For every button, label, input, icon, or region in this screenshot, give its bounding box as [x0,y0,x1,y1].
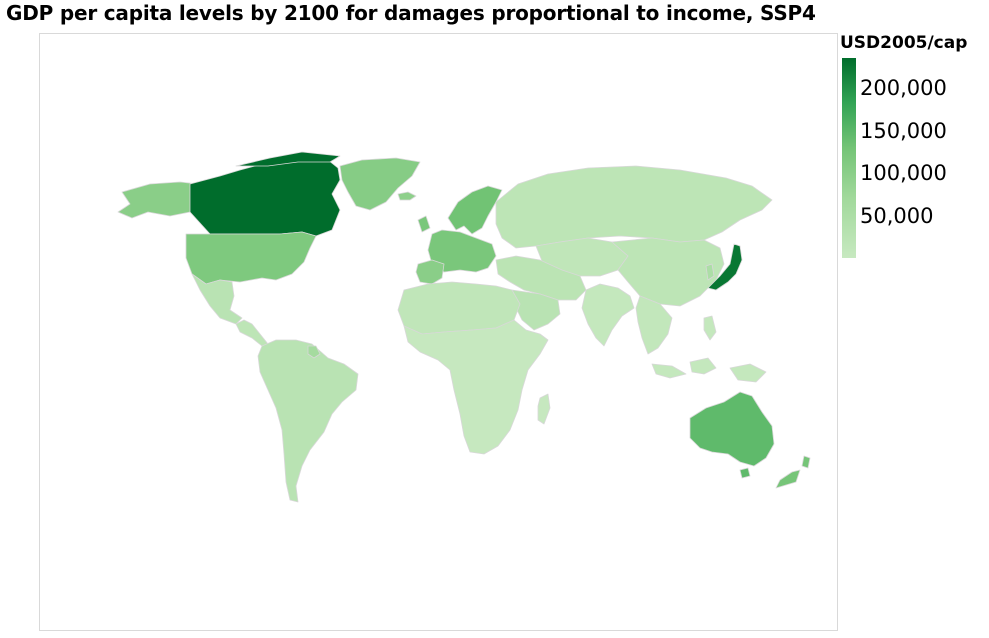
map-region[interactable] [117,181,199,219]
colorbar [842,58,856,258]
map-region[interactable] [307,345,321,359]
map-region[interactable] [495,255,587,301]
map-region[interactable] [417,215,431,233]
map-region[interactable] [611,237,725,307]
map-region[interactable] [651,363,687,379]
legend-tick: 200,000 [860,76,947,100]
map-region[interactable] [447,185,503,235]
map-region[interactable] [339,157,421,211]
map-region[interactable] [537,393,551,425]
map-region[interactable] [189,157,341,237]
world-map [39,33,838,631]
map-region[interactable] [581,283,635,347]
map-region[interactable] [689,391,775,467]
colorbar-gradient [842,58,856,258]
map-region[interactable] [397,191,417,201]
map-region[interactable] [235,151,341,167]
map-region[interactable] [703,315,717,341]
legend-tick: 50,000 [860,204,934,228]
legend-tick: 100,000 [860,161,947,185]
map-region[interactable] [707,243,743,291]
map-title: GDP per capita levels by 2100 for damage… [6,1,816,25]
legend-tick: 150,000 [860,119,947,143]
legend-title: USD2005/cap [840,33,968,53]
map-region[interactable] [739,467,751,479]
map-region[interactable] [801,455,811,469]
map-region[interactable] [191,273,243,325]
map-region[interactable] [495,165,773,249]
map-region[interactable] [257,339,359,503]
map-region[interactable] [689,357,717,375]
world-map-svg [117,151,811,503]
map-region[interactable] [775,469,801,489]
map-region[interactable] [705,263,715,281]
map-region[interactable] [185,231,317,285]
map-region[interactable] [635,295,673,355]
map-region[interactable] [729,363,767,383]
map-region[interactable] [235,319,269,347]
map-region[interactable] [415,259,445,285]
map-region[interactable] [403,319,549,455]
